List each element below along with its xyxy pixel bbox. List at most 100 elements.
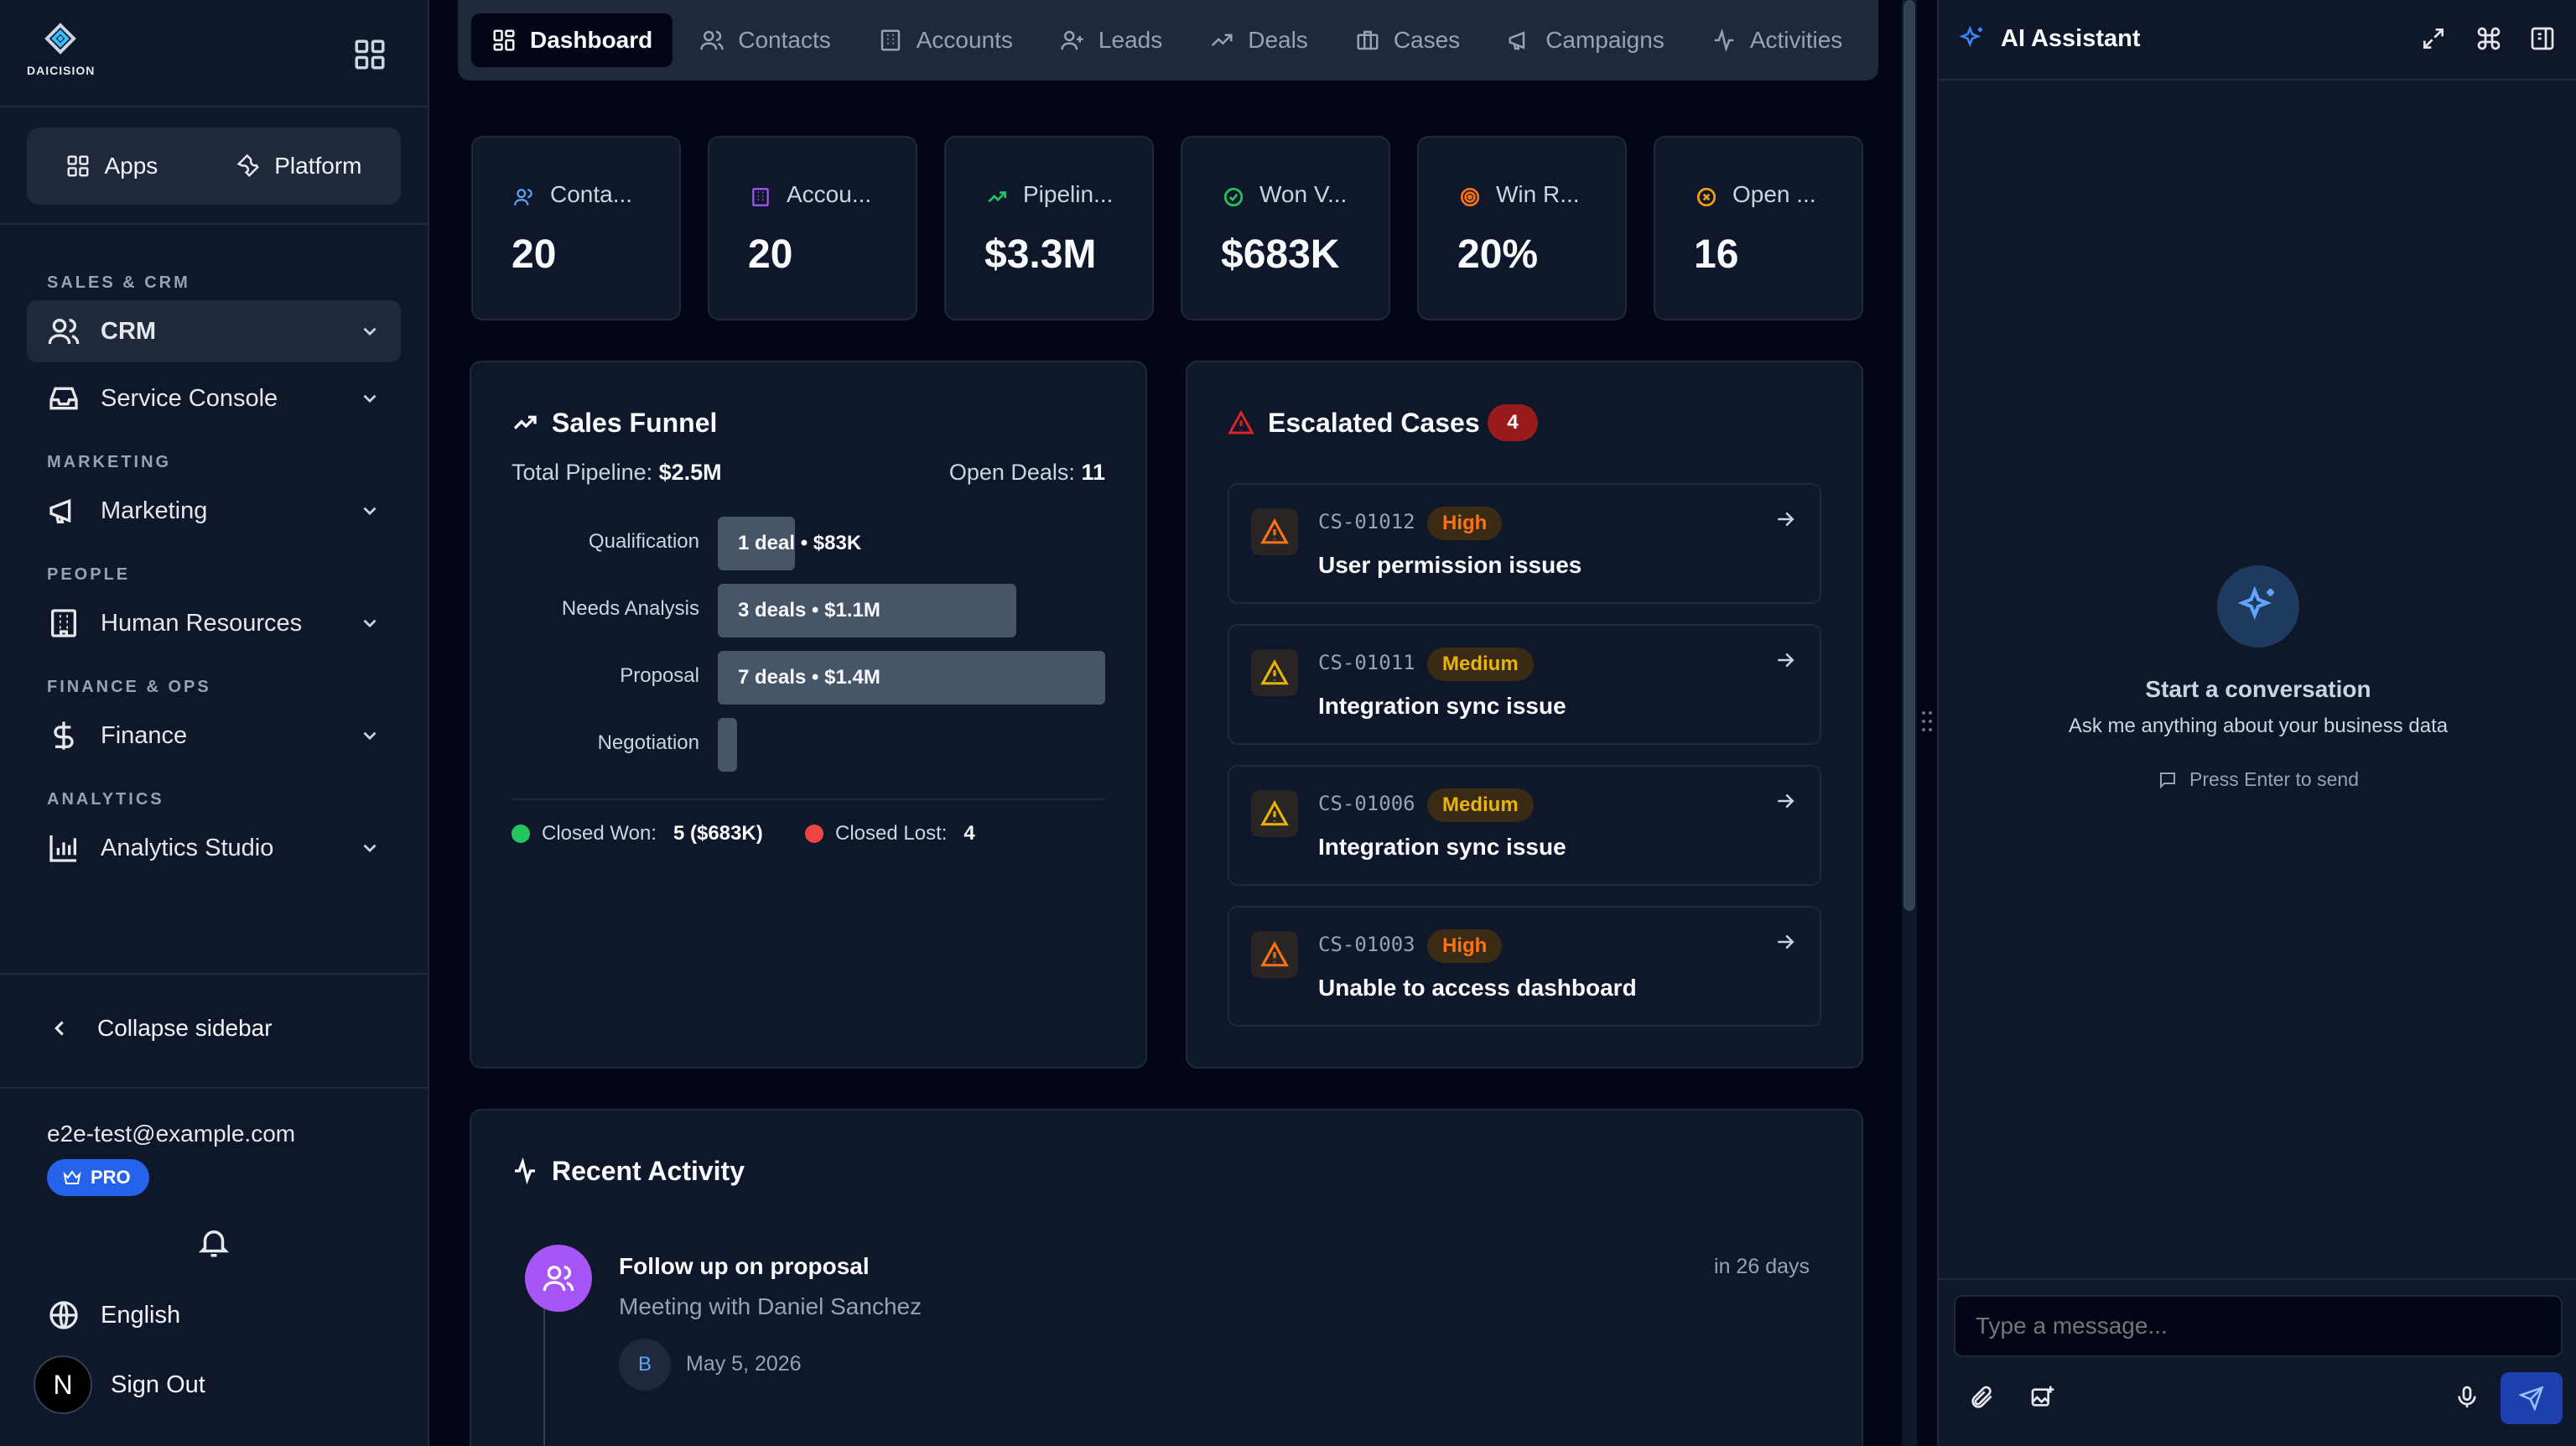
stat-value: $3.3M	[984, 232, 1097, 277]
tab-activities[interactable]: Activities	[1691, 13, 1862, 67]
briefcase-icon	[1357, 30, 1379, 50]
apps-button[interactable]: Apps	[50, 153, 173, 179]
tab-leads[interactable]: Leads	[1040, 13, 1182, 67]
language-selector[interactable]: English	[47, 1298, 180, 1332]
funnel-stage-label: Proposal	[620, 664, 699, 687]
case-row[interactable]: CS-01003 High Unable to access dashboard	[1228, 906, 1821, 1027]
user-email: e2e-test@example.com	[47, 1121, 296, 1147]
tab-contacts[interactable]: Contacts	[679, 13, 851, 67]
panel-icon	[2531, 27, 2554, 50]
funnel-stage-label: Negotiation	[597, 731, 699, 754]
scrollbar-thumb[interactable]	[1903, 0, 1915, 911]
funnel-bar-proposal[interactable]: 7 deals • $1.4M	[718, 651, 1105, 705]
stat-card-open-cases[interactable]: Open ... 16	[1654, 136, 1863, 320]
case-id: CS-01011	[1318, 651, 1415, 674]
sidebar-item-label: Human Resources	[101, 609, 303, 637]
image-upload-button[interactable]	[2029, 1384, 2056, 1411]
stat-label: Conta...	[550, 181, 633, 207]
stat-card-pipeline[interactable]: Pipelin... $3.3M	[944, 136, 1154, 320]
closed-won-value: 5 ($683K)	[673, 822, 763, 845]
ai-assistant-panel: AI Assistant Start a conversation Ask me…	[1937, 0, 2576, 1446]
priority-badge: Medium	[1427, 648, 1534, 681]
red-dot-icon	[805, 824, 823, 843]
total-pipeline-label: Total Pipeline:	[512, 460, 653, 485]
stat-card-accounts[interactable]: Accou... 20	[708, 136, 917, 320]
panel-resize-handle[interactable]	[1920, 710, 1934, 733]
logo[interactable]	[27, 20, 94, 81]
activity-icon	[1714, 28, 1734, 53]
megaphone-icon	[1509, 31, 1525, 50]
section-label-finance: FINANCE & OPS	[47, 678, 211, 696]
funnel-bar-text: 7 deals • $1.4M	[738, 666, 880, 689]
expand-button[interactable]	[2420, 25, 2447, 52]
panel-layout-button[interactable]	[2529, 25, 2556, 52]
language-label: English	[101, 1301, 181, 1329]
platform-button[interactable]: Platform	[221, 153, 377, 179]
stat-card-contacts[interactable]: Conta... 20	[471, 136, 681, 320]
sidebar-item-label: CRM	[101, 317, 157, 345]
priority-badge: High	[1427, 929, 1503, 963]
users-icon	[514, 189, 532, 205]
sidebar-item-human-resources[interactable]: Human Resources	[27, 592, 401, 654]
tab-label: Activities	[1749, 27, 1843, 53]
send-button[interactable]	[2501, 1372, 2563, 1424]
funnel-bar-needs-analysis[interactable]: 3 deals • $1.1M	[718, 584, 1016, 637]
empty-state-title: Start a conversation	[2145, 676, 2371, 702]
dashboard-icon	[493, 29, 515, 51]
tab-campaigns[interactable]: Campaigns	[1487, 13, 1685, 67]
bell-icon	[198, 1230, 230, 1257]
app-grid-button[interactable]	[352, 37, 387, 72]
shortcut-button[interactable]	[2475, 25, 2502, 52]
stat-card-won-value[interactable]: Won V... $683K	[1181, 136, 1390, 320]
warning-icon	[1260, 800, 1289, 826]
assistant-title: AI Assistant	[2001, 25, 2141, 52]
case-row[interactable]: CS-01012 High User permission issues	[1228, 483, 1821, 604]
activity-icon	[515, 1157, 535, 1184]
sidebar-item-marketing[interactable]: Marketing	[27, 480, 401, 542]
case-row[interactable]: CS-01011 Medium Integration sync issue	[1228, 624, 1821, 745]
voice-input-button[interactable]	[2454, 1384, 2480, 1411]
sign-out-button[interactable]: N Sign Out	[34, 1355, 205, 1414]
grid-icon	[67, 155, 89, 177]
attach-button[interactable]	[1969, 1384, 1996, 1411]
funnel-stage-label: Qualification	[588, 530, 699, 553]
megaphone-icon	[49, 498, 71, 523]
case-id: CS-01006	[1318, 792, 1415, 815]
notifications-button[interactable]	[196, 1225, 231, 1260]
collapse-sidebar-button[interactable]: Collapse sidebar	[47, 1015, 273, 1042]
funnel-bar-qualification[interactable]: 1 deal • $83K	[718, 517, 861, 570]
closed-lost: Closed Lost: 4	[805, 822, 975, 845]
activity-time: in 26 days	[1714, 1255, 1810, 1278]
tab-accounts[interactable]: Accounts	[858, 13, 1033, 67]
globe-icon	[49, 1301, 78, 1329]
activity-title[interactable]: Follow up on proposal	[619, 1253, 870, 1279]
platform-label: Platform	[274, 153, 362, 179]
closed-lost-value: 4	[963, 822, 975, 845]
owner-avatar: B	[619, 1339, 671, 1391]
building-icon	[51, 609, 76, 637]
funnel-bar-negotiation[interactable]	[718, 718, 737, 772]
sidebar-item-finance[interactable]: Finance	[27, 705, 401, 767]
sidebar-item-service-console[interactable]: Service Console	[27, 367, 401, 429]
arrow-right-icon	[1778, 793, 1794, 809]
sidebar: DAICISION Apps Platform SALES & CRM CRM …	[0, 0, 429, 1446]
case-warning	[1251, 649, 1298, 696]
tab-dashboard[interactable]: Dashboard	[471, 13, 673, 67]
warning-icon	[1260, 518, 1289, 544]
tab-deals[interactable]: Deals	[1189, 13, 1328, 67]
stat-value: 20%	[1457, 232, 1539, 277]
sidebar-item-label: Analytics Studio	[101, 834, 274, 861]
sidebar-item-analytics-studio[interactable]: Analytics Studio	[27, 817, 401, 879]
tab-cases[interactable]: Cases	[1335, 13, 1480, 67]
sidebar-item-crm[interactable]: CRM	[27, 300, 401, 362]
arrow-right-icon	[1778, 934, 1794, 949]
module-tabs: Dashboard Contacts Accounts Leads Deals …	[458, 0, 1878, 81]
case-row[interactable]: CS-01006 Medium Integration sync issue	[1228, 765, 1821, 886]
stat-card-win-rate[interactable]: Win R... 20%	[1417, 136, 1627, 320]
dollar-icon	[54, 721, 74, 750]
sign-out-label: Sign Out	[111, 1371, 205, 1398]
priority-badge: Medium	[1427, 788, 1534, 822]
bar-chart-icon	[49, 835, 76, 862]
message-input[interactable]	[1954, 1295, 2563, 1357]
users-icon	[543, 1266, 574, 1292]
